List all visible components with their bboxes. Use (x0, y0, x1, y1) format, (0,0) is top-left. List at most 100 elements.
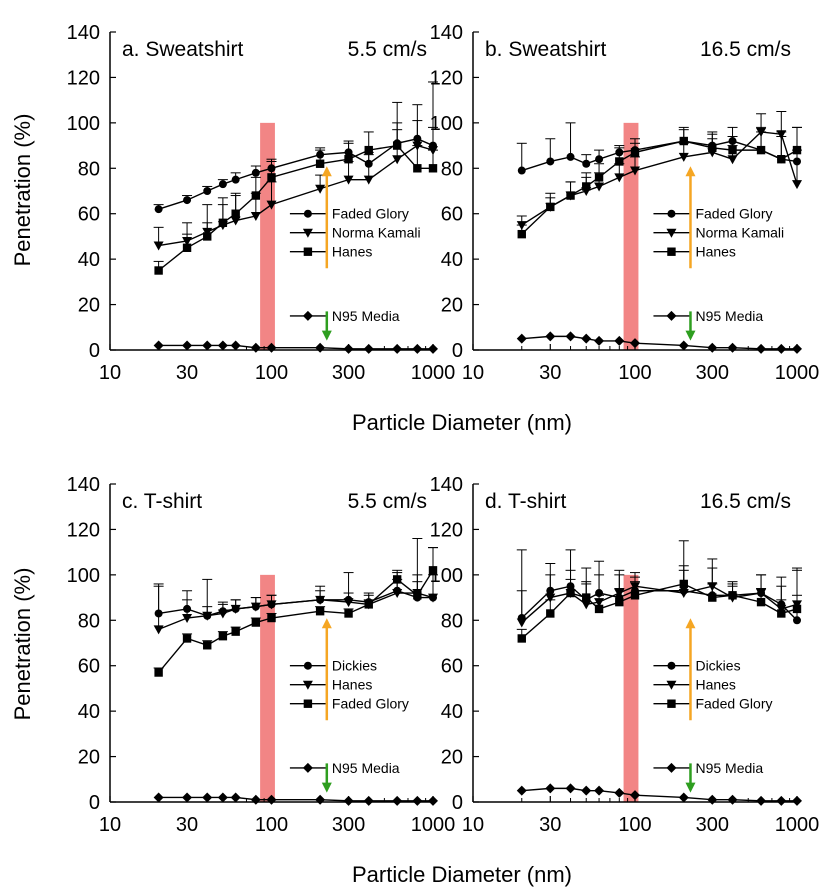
x-tick-label: 100 (618, 814, 651, 836)
panel-velocity: 5.5 cm/s (348, 490, 427, 513)
series-line (521, 585, 798, 621)
data-point (630, 166, 640, 176)
legend-marker (666, 310, 677, 321)
data-point (315, 794, 326, 805)
x-tick-label: 10 (99, 362, 121, 384)
legend-marker (302, 680, 313, 690)
data-point (728, 591, 737, 600)
panel-velocity: 16.5 cm/s (700, 38, 791, 61)
data-point (250, 794, 261, 805)
y-tick-label: 80 (441, 158, 463, 180)
series-line (158, 569, 434, 673)
y-tick-label: 120 (67, 519, 100, 541)
data-point (315, 595, 326, 605)
data-point (182, 634, 192, 643)
x-tick-label: 30 (539, 362, 561, 384)
panel-title: a. Sweatshirt (122, 38, 244, 61)
legend-label-n95: N95 Media (332, 760, 400, 776)
x-tick-label: 300 (332, 814, 365, 836)
y-tick-label: 80 (441, 610, 463, 632)
data-point (412, 343, 423, 354)
data-point (315, 159, 325, 168)
highlight-band (260, 574, 275, 802)
data-point (776, 130, 787, 140)
data-point (708, 143, 717, 153)
x-tick-label: 100 (255, 814, 288, 836)
data-point (267, 613, 276, 623)
x-tick-label: 100 (618, 362, 651, 384)
y-tick-label: 0 (89, 340, 100, 362)
orange-arrow-head (321, 166, 332, 177)
data-point (546, 157, 555, 166)
y-tick-label: 0 (89, 792, 100, 814)
data-point (614, 787, 625, 798)
data-point (412, 795, 423, 806)
data-point (594, 335, 605, 346)
y-tick-label: 20 (78, 295, 100, 317)
legend-label: Norma Kamali (332, 225, 421, 241)
data-point (594, 604, 604, 614)
panel-title: c. T-shirt (122, 490, 202, 513)
legend-label: Norma Kamali (695, 225, 784, 241)
data-point (251, 168, 260, 177)
data-point (630, 338, 640, 349)
data-point (202, 792, 213, 803)
data-point (218, 180, 227, 189)
legend-marker (302, 310, 313, 321)
data-point (776, 795, 787, 806)
legend-label: Faded Glory (332, 696, 409, 712)
data-point (230, 604, 241, 614)
data-point (153, 241, 164, 251)
legend-marker (303, 661, 312, 670)
y-tick-label: 100 (430, 113, 463, 135)
data-point (202, 611, 213, 621)
data-point (231, 175, 240, 184)
data-point (266, 794, 277, 805)
legend-label: Faded Glory (695, 206, 772, 222)
data-point (218, 218, 228, 227)
x-tick-label: 300 (696, 814, 729, 836)
legend-label: Hanes (332, 244, 372, 260)
panel-title: d. T-shirt (485, 490, 566, 513)
series-line (158, 796, 433, 802)
y-tick-label: 100 (67, 565, 100, 587)
legend-label-n95: N95 Media (695, 308, 763, 324)
series-hanes (153, 122, 438, 275)
data-point (516, 785, 527, 796)
x-tick-label: 300 (696, 362, 729, 384)
legend-marker (666, 680, 677, 690)
data-point (594, 785, 605, 796)
series-faded-glory (153, 120, 438, 214)
data-point (678, 589, 689, 599)
data-point (153, 340, 164, 351)
data-point (565, 783, 576, 794)
legend-marker (667, 699, 676, 708)
series-dickies (516, 540, 802, 625)
data-point (777, 155, 786, 164)
legend-marker (303, 247, 313, 256)
data-point (392, 343, 403, 354)
x-tick-label: 300 (332, 362, 365, 384)
data-point (218, 631, 228, 641)
y-tick-label: 100 (430, 565, 463, 587)
y-tick-label: 0 (452, 340, 463, 362)
legend-label: Hanes (695, 677, 735, 693)
highlight-band (623, 574, 639, 802)
data-point (545, 593, 556, 603)
data-point (267, 173, 276, 182)
data-point (727, 794, 738, 805)
y-tick-label: 140 (67, 22, 100, 44)
chart-panel-a: 0 20 40 60 80 100 120 140 10 30 100 300 1000 a. Sweat… (67, 22, 456, 384)
data-point (516, 618, 527, 628)
legend-label: Hanes (332, 677, 372, 693)
series-hanes (516, 126, 802, 239)
y-tick-label: 120 (67, 67, 100, 89)
data-point (250, 602, 261, 612)
data-point (153, 792, 164, 803)
data-point (792, 604, 802, 614)
data-point (392, 575, 402, 584)
y-tick-label: 40 (441, 249, 463, 271)
data-point (344, 155, 353, 164)
y-tick-label: 140 (430, 22, 463, 44)
